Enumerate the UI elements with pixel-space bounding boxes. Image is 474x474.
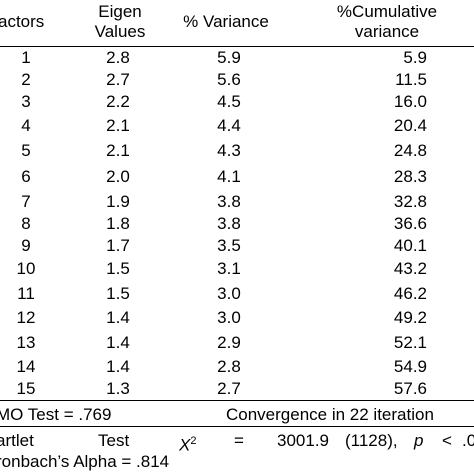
factor-cell: 11 xyxy=(17,284,35,303)
header-cumulative-line1: %Cumulative xyxy=(336,2,438,21)
variance-cell: 5.9 xyxy=(217,48,241,67)
table-row: 2 2.7 5.6 11.5 xyxy=(0,70,474,92)
variance-cell: 2.7 xyxy=(217,379,241,398)
factor-cell: 5 xyxy=(21,141,31,160)
factor-cell: 12 xyxy=(16,308,36,327)
table-row: 8 1.8 3.8 36.6 xyxy=(0,214,474,236)
cumulative-cell: 24.8 xyxy=(393,141,427,160)
factor-cell: 13 xyxy=(16,333,36,352)
kmo-test: MO Test = .769 xyxy=(0,405,112,424)
variance-cell: 2.9 xyxy=(217,333,241,352)
variance-cell: 2.8 xyxy=(217,357,241,376)
footer-rule xyxy=(0,426,474,427)
table-row: 11 1.5 3.0 46.2 xyxy=(0,284,474,306)
bartlett-test-word: Test xyxy=(98,431,130,450)
variance-cell: 3.1 xyxy=(217,259,241,278)
table-row: 12 1.4 3.0 49.2 xyxy=(0,308,474,330)
factor-cell: 1 xyxy=(21,48,31,67)
table-row: 10 1.5 3.1 43.2 xyxy=(0,259,474,281)
cumulative-cell: 28.3 xyxy=(393,167,427,186)
cronbach-alpha: ronbach’s Alpha = .814 xyxy=(0,452,170,471)
eigen-cell: 2.1 xyxy=(106,116,130,135)
body-rule xyxy=(0,400,474,401)
cumulative-cell: 43.2 xyxy=(393,259,427,278)
table-row: 5 2.1 4.3 24.8 xyxy=(0,141,474,163)
cumulative-cell: 49.2 xyxy=(393,308,427,327)
eigen-cell: 2.7 xyxy=(106,70,130,89)
variance-cell: 3.0 xyxy=(217,308,241,327)
eigen-cell: 1.5 xyxy=(106,284,130,303)
p-value: .00 xyxy=(462,431,474,450)
eigen-cell: 2.8 xyxy=(106,48,130,67)
table-row: 14 1.4 2.8 54.9 xyxy=(0,357,474,379)
cumulative-cell: 32.8 xyxy=(393,192,427,211)
chi-square-power: 2 xyxy=(190,435,197,447)
cumulative-cell: 52.1 xyxy=(393,333,427,352)
eigen-cell: 1.7 xyxy=(106,236,130,255)
cumulative-cell: 11.5 xyxy=(395,70,427,89)
header-variance: % Variance xyxy=(183,12,269,31)
factor-cell: 10 xyxy=(16,259,36,278)
eigen-cell: 2.2 xyxy=(106,92,130,111)
factor-cell: 9 xyxy=(21,236,31,255)
factor-cell: 4 xyxy=(21,116,31,135)
factor-cell: 7 xyxy=(21,192,31,211)
table-row: 3 2.2 4.5 16.0 xyxy=(0,92,474,114)
factor-cell: 2 xyxy=(21,70,31,89)
equals-sign: = xyxy=(234,431,244,450)
factor-cell: 3 xyxy=(21,92,31,111)
table-row: 4 2.1 4.4 20.4 xyxy=(0,116,474,138)
variance-cell: 3.0 xyxy=(217,284,241,303)
cumulative-cell: 36.6 xyxy=(393,214,427,233)
header-eigen-line2: Values xyxy=(94,22,146,41)
chi-square-symbol: X2 xyxy=(179,435,197,455)
bartlett-label: artlet xyxy=(0,431,34,450)
factor-cell: 8 xyxy=(21,214,31,233)
variance-cell: 4.4 xyxy=(217,116,241,135)
eigen-cell: 2.1 xyxy=(106,141,130,160)
header-eigen-line1: Eigen xyxy=(98,2,142,21)
eigen-cell: 1.8 xyxy=(106,214,130,233)
header-rule xyxy=(0,46,474,47)
table-row: 6 2.0 4.1 28.3 xyxy=(0,167,474,189)
degrees-of-freedom: (1128), xyxy=(345,431,398,450)
eigen-cell: 1.4 xyxy=(106,333,130,352)
factor-cell: 14 xyxy=(16,357,36,376)
variance-cell: 4.3 xyxy=(217,141,241,160)
p-symbol: p xyxy=(414,431,424,450)
cumulative-cell: 57.6 xyxy=(393,379,427,398)
eigen-cell: 1.9 xyxy=(106,192,130,211)
variance-cell: 4.5 xyxy=(217,92,241,111)
variance-cell: 5.6 xyxy=(217,70,241,89)
factor-cell: 6 xyxy=(21,167,31,186)
table-row: 13 1.4 2.9 52.1 xyxy=(0,333,474,355)
variance-cell: 3.8 xyxy=(217,192,241,211)
table-row: 1 2.8 5.9 5.9 xyxy=(0,48,474,70)
table-row: 15 1.3 2.7 57.6 xyxy=(0,379,474,401)
chi-square-value: 3001.9 xyxy=(277,431,329,450)
table-row: 7 1.9 3.8 32.8 xyxy=(0,192,474,214)
cumulative-cell: 40.1 xyxy=(393,236,427,255)
convergence-note: Convergence in 22 iteration xyxy=(226,405,434,424)
factor-cell: 15 xyxy=(16,379,36,398)
table-row: 9 1.7 3.5 40.1 xyxy=(0,236,474,258)
variance-cell: 4.1 xyxy=(217,167,241,186)
header-factors: actors xyxy=(0,12,45,31)
cumulative-cell: 46.2 xyxy=(393,284,427,303)
cumulative-cell: 16.0 xyxy=(393,92,427,111)
eigen-cell: 2.0 xyxy=(106,167,130,186)
eigen-cell: 1.3 xyxy=(106,379,130,398)
eigen-cell: 1.4 xyxy=(106,357,130,376)
header-cumulative-line2: variance xyxy=(354,22,420,41)
eigen-cell: 1.5 xyxy=(106,259,130,278)
variance-cell: 3.8 xyxy=(217,214,241,233)
variance-cell: 3.5 xyxy=(217,236,241,255)
cumulative-cell: 54.9 xyxy=(393,357,427,376)
cumulative-cell: 5.9 xyxy=(403,48,427,67)
eigen-cell: 1.4 xyxy=(106,308,130,327)
less-than-sign: < xyxy=(442,431,452,450)
cumulative-cell: 20.4 xyxy=(393,116,427,135)
